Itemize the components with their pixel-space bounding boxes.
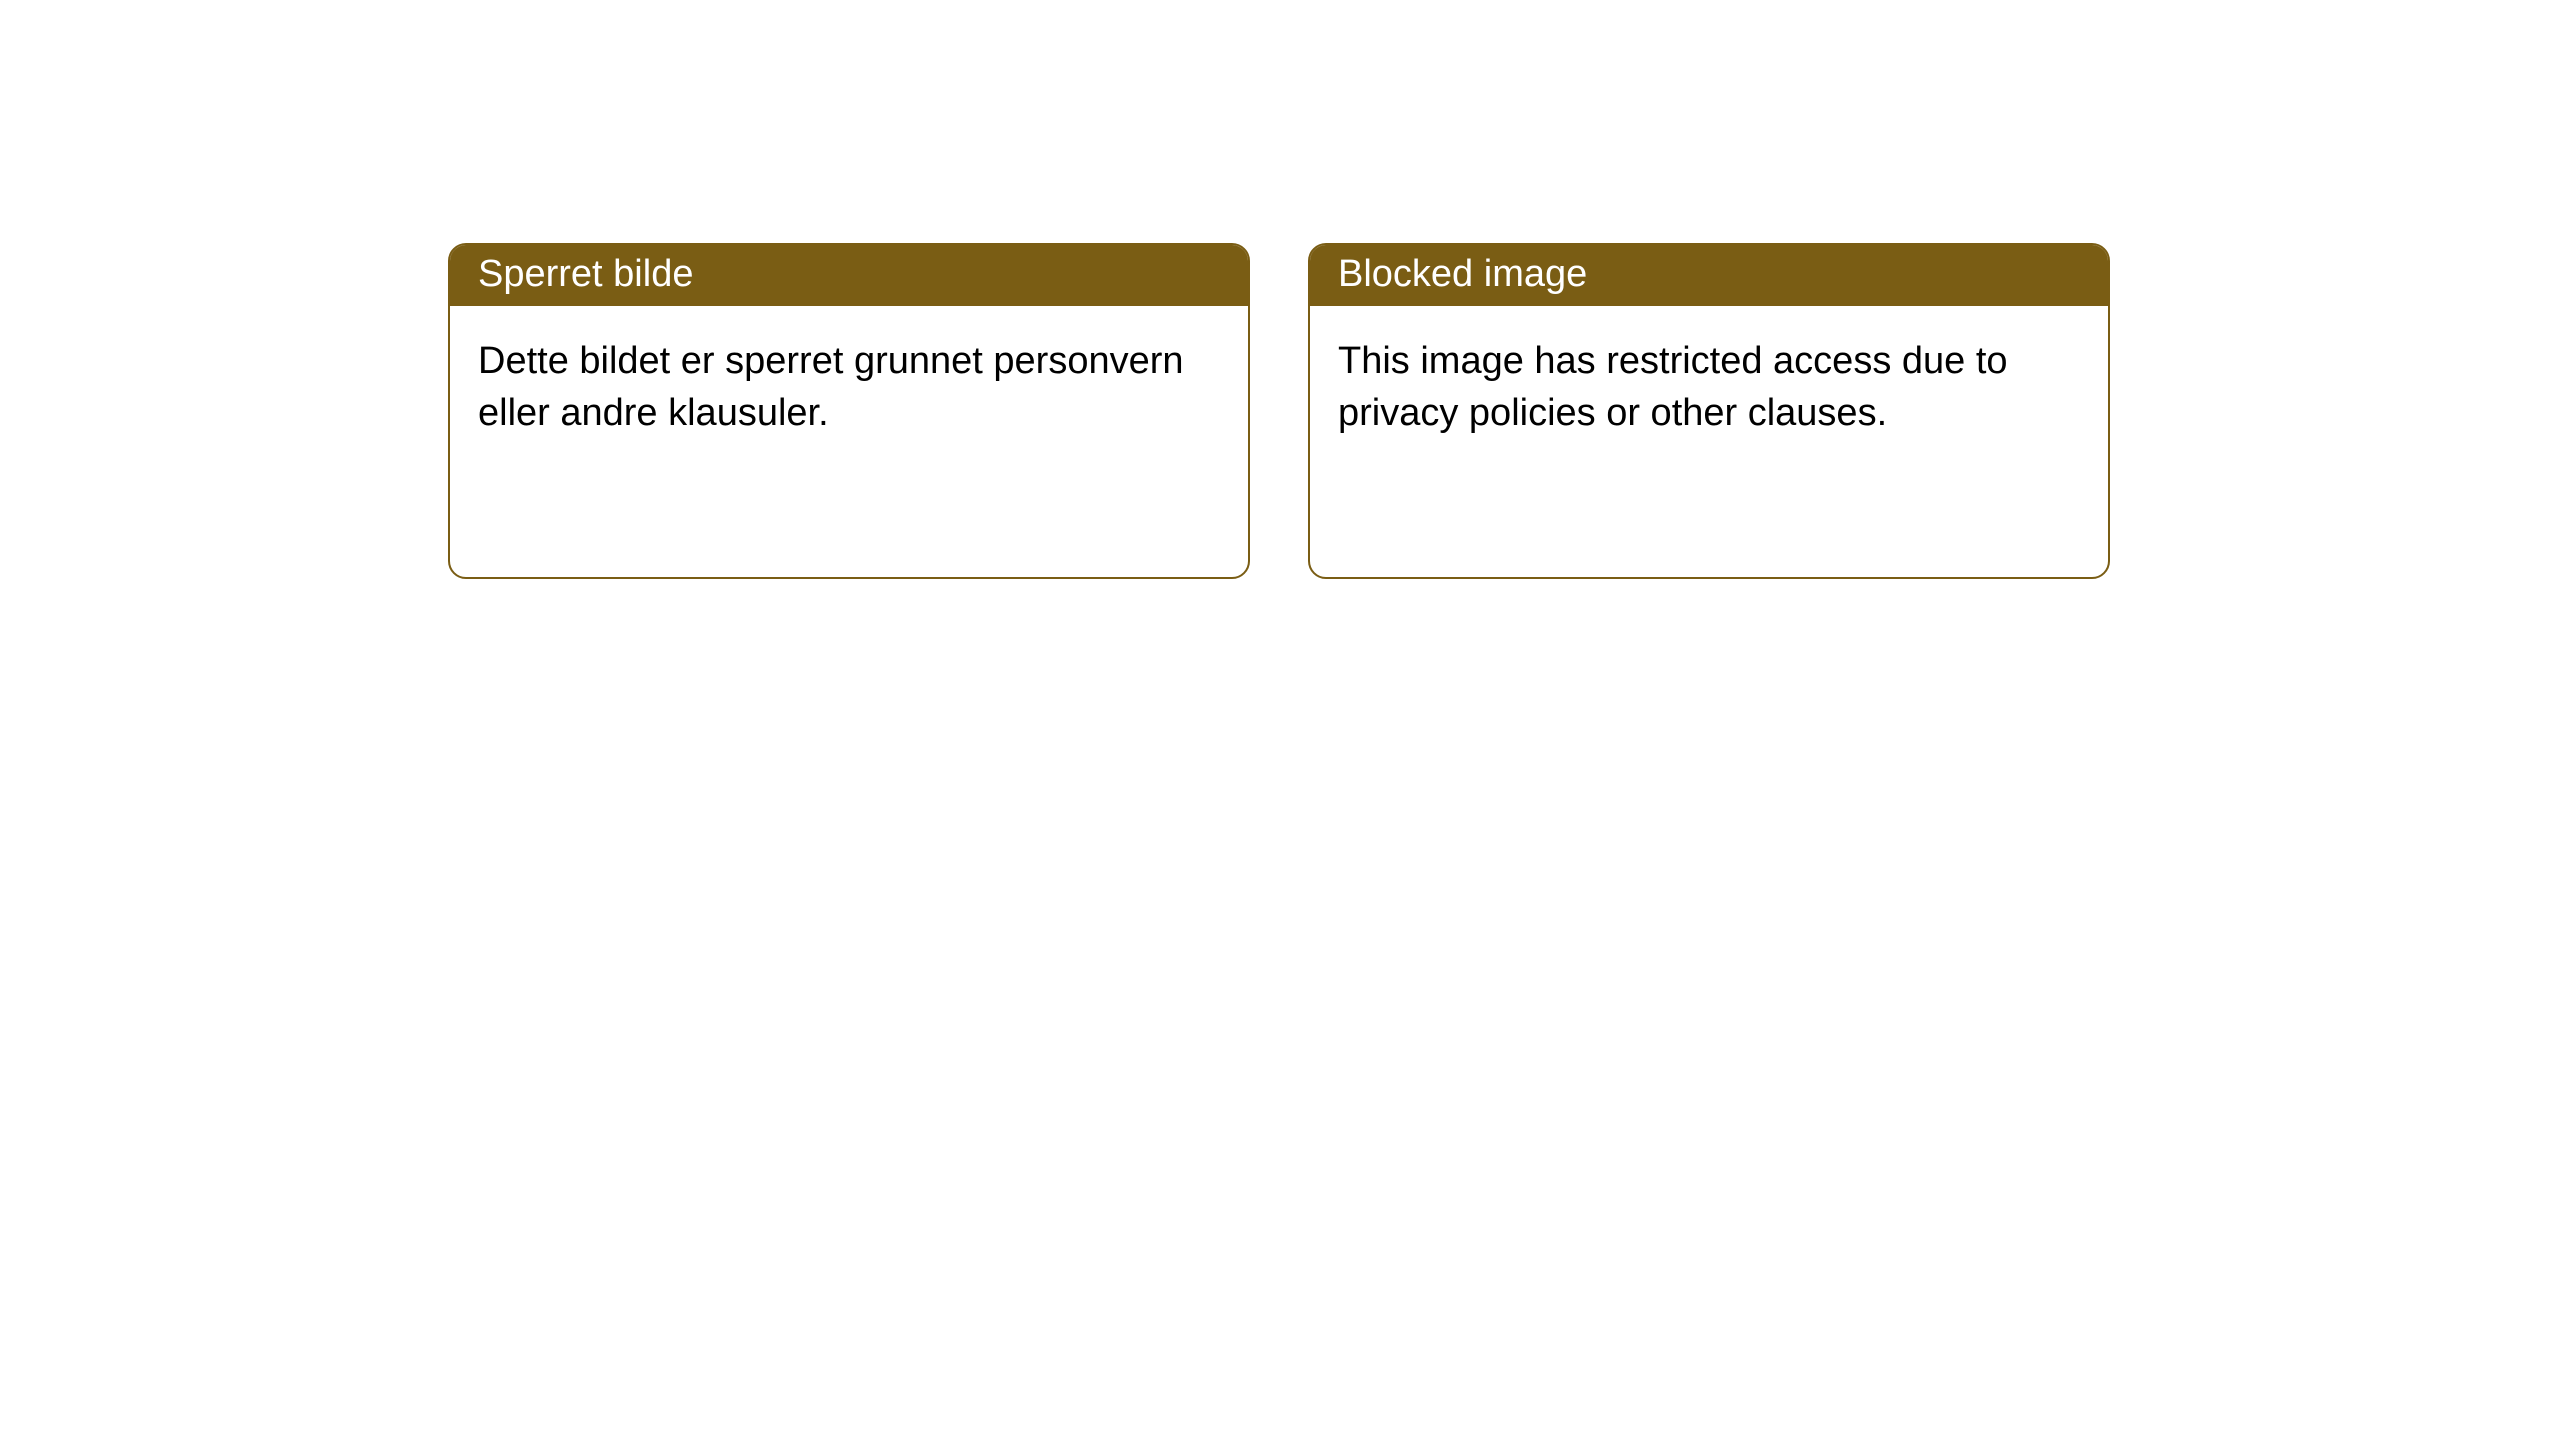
- card-body-no: Dette bildet er sperret grunnet personve…: [450, 306, 1248, 469]
- blocked-image-card-en: Blocked image This image has restricted …: [1308, 243, 2110, 579]
- card-header-no: Sperret bilde: [450, 245, 1248, 306]
- card-body-en: This image has restricted access due to …: [1310, 306, 2108, 469]
- blocked-image-card-no: Sperret bilde Dette bildet er sperret gr…: [448, 243, 1250, 579]
- cards-container: Sperret bilde Dette bildet er sperret gr…: [448, 243, 2110, 579]
- card-header-en: Blocked image: [1310, 245, 2108, 306]
